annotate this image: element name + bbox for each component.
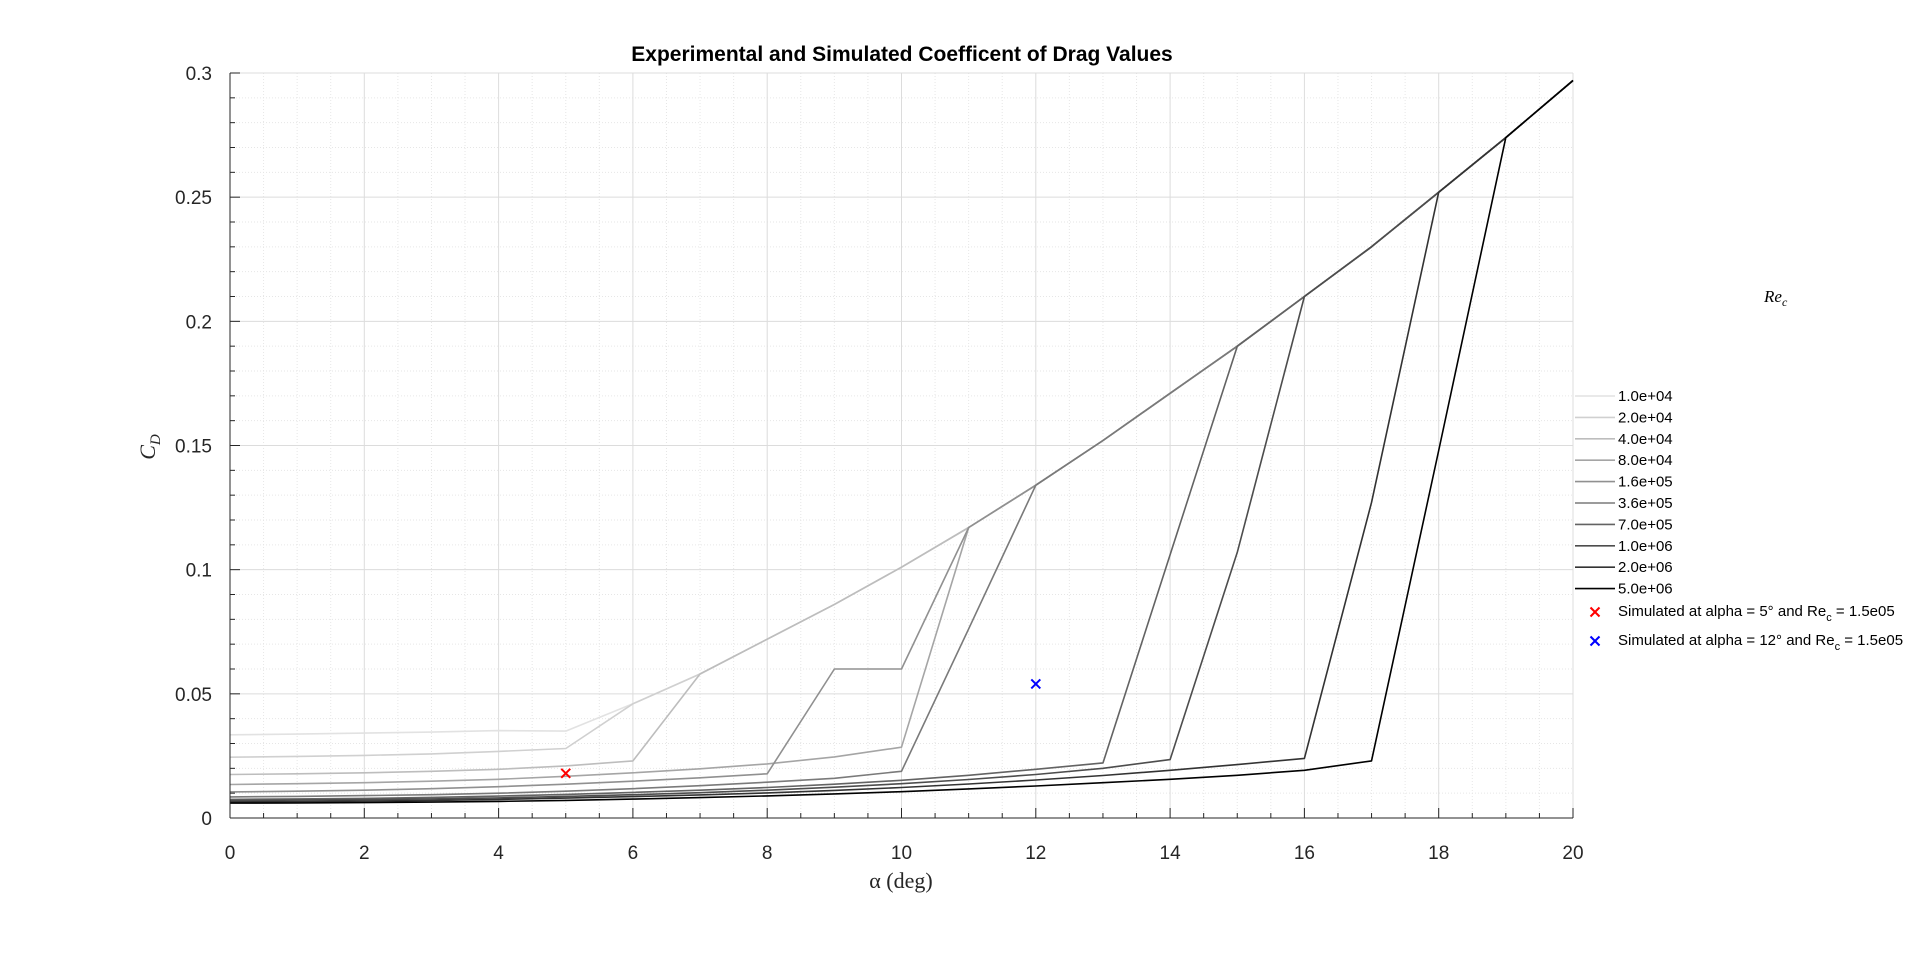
legend-point-label-tail: = 1.5e05 (1840, 632, 1903, 649)
point-marker-stroke (560, 768, 571, 779)
x-tick-label: 10 (891, 843, 912, 864)
x-tick-label: 14 (1160, 843, 1182, 864)
y-tick-label: 0.25 (175, 188, 212, 209)
legend-marker-stroke (1589, 606, 1601, 618)
legend-item-1: 1.0e+04 (1575, 388, 1673, 405)
simulated-point-1 (560, 768, 571, 779)
y-axis-label-sub: D (148, 434, 164, 446)
legend-point-label-main: Simulated at alpha = 5° and Re (1618, 603, 1826, 620)
x-tick-label: 16 (1294, 843, 1315, 864)
legend-marker-stroke (1589, 635, 1601, 647)
series-line-9 (229, 79, 1574, 803)
legend-label: 1.0e+06 (1618, 538, 1673, 555)
y-tick-label: 0.1 (186, 561, 212, 582)
legend-label: 8.0e+04 (1618, 452, 1673, 469)
axes: 0 2 4 6 8 10 12 14 16 18 20 0 0.05 0.1 0.15 0.2 0.25 0.3 (175, 64, 1584, 864)
point-marker-stroke (1030, 678, 1042, 690)
legend-point-label: Simulated at alpha = 5° and Rec = 1.5e05 (1618, 603, 1895, 624)
grid (229, 72, 1574, 819)
legend-item-4: 8.0e+04 (1575, 452, 1673, 469)
legend: 1.0e+04 2.0e+04 4.0e+04 8.0e+04 1.6e+05 3.6e+… (1575, 388, 1903, 653)
legend-item-3: 4.0e+04 (1575, 431, 1673, 448)
legend-label: 2.0e+06 (1618, 559, 1673, 576)
legend-title: Rec (1763, 287, 1788, 309)
series-line-8 (229, 79, 1574, 802)
x-tick-label: 20 (1562, 843, 1583, 864)
legend-title-sub: c (1782, 295, 1788, 309)
x-tick-label: 18 (1428, 843, 1449, 864)
legend-label: 1.0e+04 (1618, 388, 1673, 405)
legend-point-item-1: Simulated at alpha = 5° and Rec = 1.5e05 (1589, 603, 1895, 624)
x-tick-label: 4 (493, 843, 504, 864)
x-tick-label: 6 (628, 843, 639, 864)
y-tick-label: 0.05 (175, 685, 212, 706)
legend-point-label-main: Simulated at alpha = 12° and Re (1618, 632, 1835, 649)
x-tick-label: 2 (359, 843, 370, 864)
chart-title: Experimental and Simulated Coefficent of… (631, 43, 1172, 66)
legend-item-8: 1.0e+06 (1575, 538, 1673, 555)
x-tick-label: 0 (225, 843, 236, 864)
simulated-points (560, 678, 1042, 779)
legend-item-5: 1.6e+05 (1575, 474, 1673, 491)
legend-item-7: 7.0e+05 (1575, 516, 1673, 533)
legend-label: 2.0e+04 (1618, 409, 1673, 426)
y-tick-label: 0.3 (186, 64, 212, 85)
legend-item-10: 5.0e+06 (1575, 581, 1673, 598)
x-axis-label: α (deg) (869, 868, 932, 893)
legend-point-item-2: Simulated at alpha = 12° and Rec = 1.5e0… (1589, 632, 1903, 653)
y-tick-label: 0.15 (175, 437, 212, 458)
legend-point-label-sub: c (1835, 641, 1841, 653)
legend-item-9: 2.0e+06 (1575, 559, 1673, 576)
series-line-10 (229, 79, 1574, 804)
legend-label: 5.0e+06 (1618, 581, 1673, 598)
legend-label: 4.0e+04 (1618, 431, 1673, 448)
legend-point-label-sub: c (1826, 612, 1832, 624)
y-axis-label-main: C (135, 445, 160, 460)
legend-title-main: Re (1763, 287, 1782, 306)
x-tick-label: 8 (762, 843, 773, 864)
legend-label: 1.6e+05 (1618, 474, 1673, 491)
legend-item-2: 2.0e+04 (1575, 409, 1673, 426)
series-layer (229, 79, 1574, 804)
legend-point-label: Simulated at alpha = 12° and Rec = 1.5e0… (1618, 632, 1903, 653)
legend-label: 3.6e+05 (1618, 495, 1673, 512)
legend-label: 7.0e+05 (1618, 516, 1673, 533)
simulated-point-2 (1030, 678, 1042, 690)
legend-point-label-tail: = 1.5e05 (1832, 603, 1895, 620)
y-tick-label: 0.2 (186, 312, 212, 333)
x-tick-label: 12 (1025, 843, 1046, 864)
legend-item-6: 3.6e+05 (1575, 495, 1673, 512)
y-axis-label: CD (135, 434, 164, 460)
y-tick-label: 0 (201, 809, 212, 830)
